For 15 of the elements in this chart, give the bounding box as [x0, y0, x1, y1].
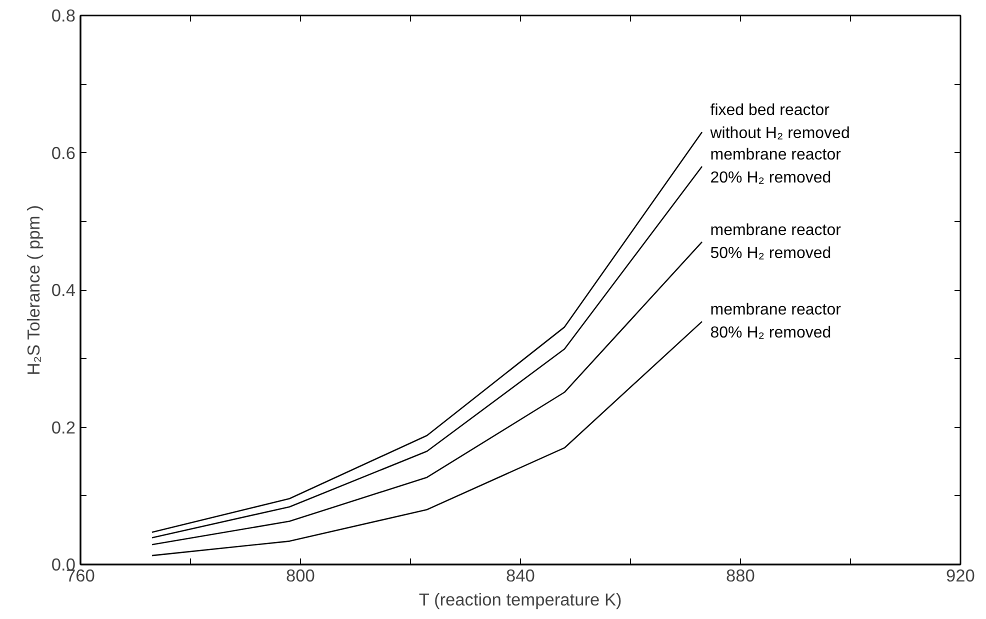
- line-series: [151, 320, 703, 556]
- x-tick-label: 800: [286, 566, 315, 586]
- line-series: [151, 241, 703, 546]
- y-tick-label: 0.2: [51, 417, 76, 438]
- series-label: membrane reactor 50% H₂ removed: [710, 222, 842, 262]
- x-tick-label: 840: [506, 566, 535, 586]
- y-tick-label: 0.6: [51, 142, 76, 163]
- y-axis-title: H₂S Tolerance ( ppm ): [23, 205, 44, 376]
- x-tick-label: 880: [726, 566, 755, 586]
- y-tick-label: 0.8: [51, 6, 76, 26]
- x-axis-title: T (reaction temperature K): [418, 590, 622, 610]
- series-label: membrane reactor 80% H₂ removed: [710, 302, 842, 342]
- x-tick-label: 920: [946, 566, 975, 586]
- y-tick-label: 0.4: [51, 280, 76, 300]
- series-label: membrane reactor 20% H₂ removed: [710, 146, 842, 186]
